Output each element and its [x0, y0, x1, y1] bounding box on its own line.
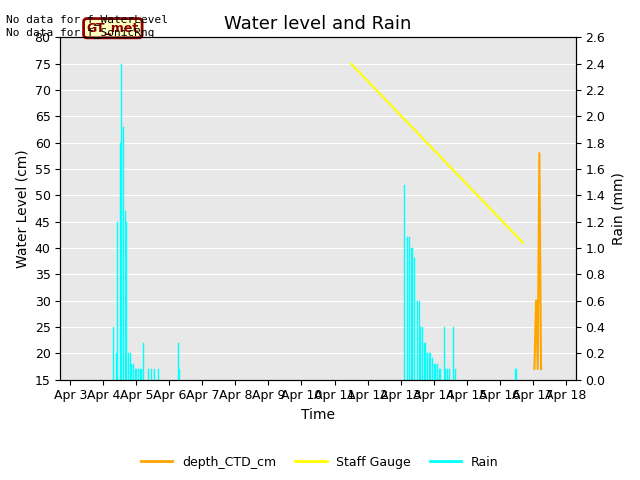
- Text: No data for f_WaterLevel
No data for f_SonicRng: No data for f_WaterLevel No data for f_S…: [6, 14, 168, 38]
- Legend: depth_CTD_cm, Staff Gauge, Rain: depth_CTD_cm, Staff Gauge, Rain: [136, 451, 504, 474]
- Text: GT_met: GT_met: [86, 22, 139, 35]
- Y-axis label: Water Level (cm): Water Level (cm): [15, 149, 29, 268]
- Y-axis label: Rain (mm): Rain (mm): [611, 172, 625, 245]
- Title: Water level and Rain: Water level and Rain: [224, 15, 412, 33]
- X-axis label: Time: Time: [301, 408, 335, 422]
